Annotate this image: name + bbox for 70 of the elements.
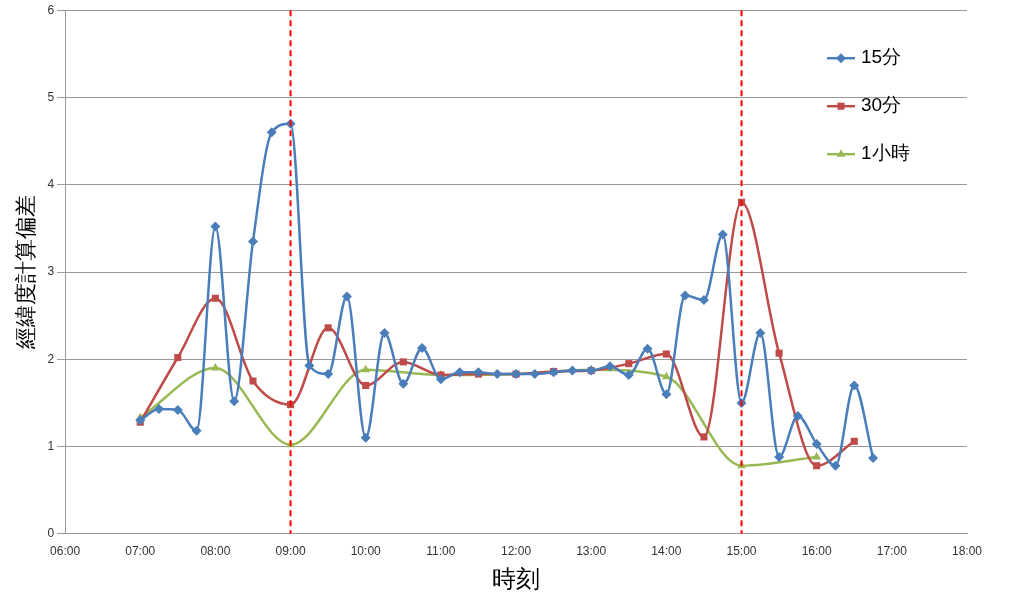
x-tick-label: 08:00	[200, 544, 231, 559]
x-tick-label: 10:00	[350, 544, 382, 559]
point	[191, 425, 202, 436]
point	[360, 432, 371, 443]
point	[850, 437, 858, 445]
point	[323, 369, 334, 380]
point	[567, 365, 578, 376]
legend-label: 15分	[861, 46, 902, 68]
point	[868, 452, 879, 463]
point	[172, 404, 183, 415]
point	[625, 360, 633, 368]
point	[417, 342, 428, 353]
point	[661, 389, 672, 400]
point	[379, 328, 390, 339]
point	[454, 367, 465, 378]
legend-label: 30分	[861, 94, 902, 116]
x-tick-label: 11:00	[426, 544, 456, 559]
point	[174, 353, 182, 362]
x-tick-label: 16:00	[801, 544, 833, 559]
point	[249, 377, 257, 385]
point	[435, 374, 446, 385]
point	[662, 350, 670, 358]
y-tick-label: 3	[47, 264, 55, 279]
point	[775, 349, 783, 357]
y-tick-label: 1	[47, 438, 55, 453]
x-tick-label: 07:00	[125, 544, 156, 559]
point	[341, 291, 352, 302]
y-tick-label: 0	[47, 526, 55, 541]
x-tick-label: 12:00	[501, 544, 532, 559]
point	[361, 364, 371, 373]
point	[717, 229, 728, 240]
x-axis-title: 時刻	[492, 565, 541, 593]
y-axis-title: 經緯度計算偏差	[13, 195, 39, 350]
point	[792, 410, 803, 421]
point	[229, 396, 240, 407]
y-tick-label: 4	[47, 177, 55, 192]
point	[266, 127, 277, 138]
point	[662, 371, 671, 380]
x-tick-label: 17:00	[876, 544, 908, 559]
point	[755, 328, 766, 339]
point	[698, 294, 709, 305]
point	[362, 381, 370, 389]
x-tick-label: 18:00	[951, 544, 983, 559]
point	[623, 369, 634, 380]
point	[399, 358, 407, 366]
y-tick-label: 5	[47, 89, 55, 104]
point	[830, 460, 841, 471]
y-tick-label: 6	[47, 2, 55, 17]
point	[398, 378, 409, 389]
point	[642, 343, 653, 354]
x-tick-label: 06:00	[50, 544, 81, 559]
point	[304, 360, 315, 371]
point	[211, 294, 219, 302]
point	[247, 236, 258, 247]
y-tick-label: 2	[47, 351, 55, 366]
x-tick-label: 14:00	[651, 544, 682, 559]
point	[812, 452, 822, 460]
point	[774, 452, 785, 463]
x-tick-label: 13:00	[576, 544, 607, 559]
point	[210, 221, 221, 232]
legend-label: 1小時	[861, 142, 910, 164]
point	[324, 324, 332, 332]
x-tick-label: 15:00	[726, 544, 757, 559]
point	[604, 361, 615, 372]
point	[813, 462, 821, 470]
point	[811, 438, 822, 449]
point	[680, 290, 691, 301]
x-tick-label: 09:00	[275, 544, 306, 559]
point	[849, 380, 860, 391]
point	[700, 433, 708, 441]
